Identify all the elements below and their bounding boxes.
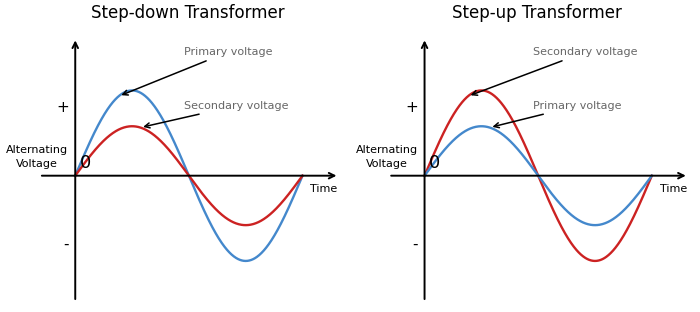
Text: 0: 0 (80, 154, 91, 172)
Title: Step-down Transformer: Step-down Transformer (90, 4, 284, 22)
Text: -: - (63, 236, 69, 251)
Text: +: + (56, 100, 69, 115)
Title: Step-up Transformer: Step-up Transformer (452, 4, 622, 22)
Text: Secondary voltage: Secondary voltage (473, 47, 638, 95)
Text: -: - (412, 236, 418, 251)
Text: +: + (405, 100, 418, 115)
Text: Primary voltage: Primary voltage (494, 101, 622, 128)
Text: 0: 0 (429, 154, 440, 172)
Text: Secondary voltage: Secondary voltage (145, 101, 288, 128)
Text: Primary voltage: Primary voltage (122, 47, 272, 95)
Text: Time: Time (659, 184, 687, 194)
Text: Time: Time (310, 184, 337, 194)
Text: Alternating
Voltage: Alternating Voltage (6, 145, 69, 169)
Text: Alternating
Voltage: Alternating Voltage (356, 145, 418, 169)
